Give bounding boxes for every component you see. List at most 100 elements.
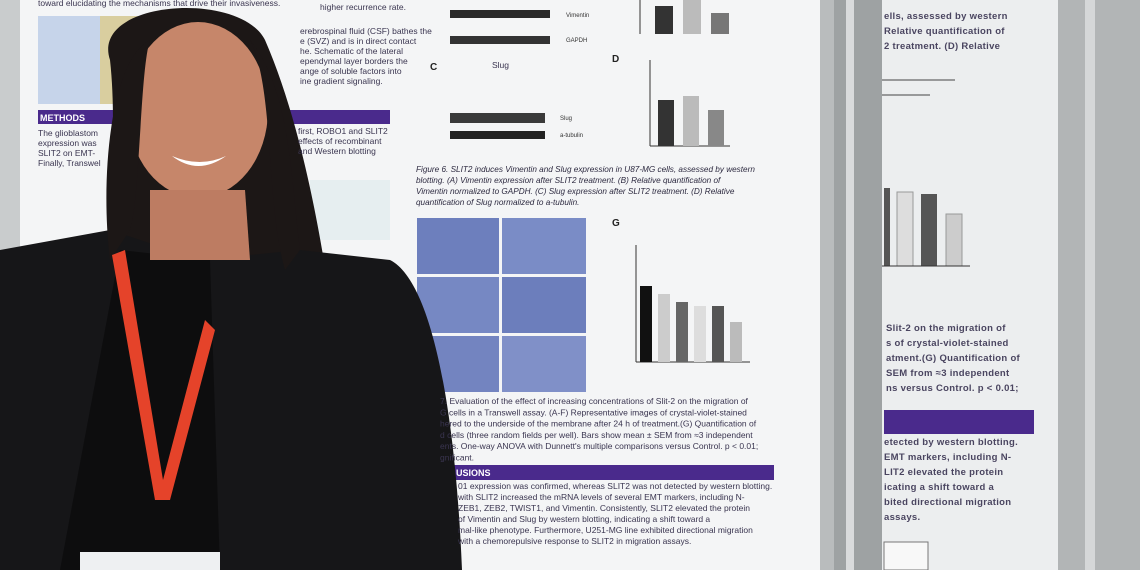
figure-caption: d cells (three random fields per well). … xyxy=(440,430,753,440)
chart-g xyxy=(635,245,750,363)
blot-label: GAPDH xyxy=(566,38,587,44)
person xyxy=(0,8,462,570)
micrograph xyxy=(417,218,499,274)
panel-label: D xyxy=(612,54,619,65)
frame xyxy=(820,0,834,570)
panel-title: Slug xyxy=(492,60,509,70)
micrograph xyxy=(502,336,586,392)
smile xyxy=(172,156,226,166)
chart-d xyxy=(649,60,730,147)
hair-front xyxy=(106,40,150,260)
conclusions-text: ZEB1, ZEB2, TWIST1, and Vimentin. Consis… xyxy=(458,503,750,513)
blot-band xyxy=(450,131,545,139)
poster-text: atment.(G) Quantification of xyxy=(886,353,1021,364)
blot-label: Slug xyxy=(560,116,572,122)
blot-label: a-tubulin xyxy=(560,133,583,139)
intro-text: toward elucidating the mechanisms that d… xyxy=(38,0,280,8)
conclusions-text: 01 expression was confirmed, whereas SLI… xyxy=(458,481,772,491)
bar xyxy=(694,306,706,362)
lanyard xyxy=(112,250,215,500)
bar xyxy=(640,286,652,362)
bar xyxy=(921,194,937,266)
face xyxy=(128,22,268,198)
badge xyxy=(80,552,220,570)
methods-figure xyxy=(310,180,390,240)
poster-text: ns versus Control. p < 0.01; xyxy=(886,383,1019,394)
poster-text: LIT2 elevated the protein xyxy=(884,467,1003,478)
figure-caption: gnificant. xyxy=(440,453,474,463)
poster-text: Relative quantification of xyxy=(884,26,1005,37)
frame-highlight xyxy=(1085,0,1095,570)
section-heading: USIONS xyxy=(456,468,491,478)
bar xyxy=(676,302,688,362)
frame-highlight xyxy=(846,0,854,570)
methods-text: SLIT2 on EMT- xyxy=(38,148,95,158)
conclusions-text: with SLIT2 increased the mRNA levels of … xyxy=(457,492,745,502)
bar xyxy=(896,191,914,267)
poster-text: ells, assessed by western xyxy=(884,11,1008,22)
figure-caption: 7. Evaluation of the effect of increasin… xyxy=(440,396,749,406)
hair-front xyxy=(250,40,300,270)
poster-text: icating a shift toward a xyxy=(884,482,995,493)
poster-text: assays. xyxy=(884,512,920,523)
micrographs xyxy=(417,218,586,392)
section-bar xyxy=(884,410,1034,434)
neck xyxy=(150,190,250,260)
methods-text: Finally, Transwel xyxy=(38,158,101,168)
poster-text: s of crystal-violet-stained xyxy=(886,338,1009,349)
poster-text: 2 treatment. (D) Relative xyxy=(884,41,1000,52)
micrograph xyxy=(502,218,586,274)
conclusions-text: of Vimentin and Slug by western blotting… xyxy=(458,514,710,524)
methods-text: and Western blotting xyxy=(298,146,376,156)
conclusions-text: mal-like phenotype. Furthermore, U251-MG… xyxy=(458,525,753,535)
blot-label: Vimentin xyxy=(566,13,589,19)
figure-caption: blotting. (A) Vimentin expression after … xyxy=(416,176,721,185)
schematic-text: e (SVZ) and is in direct contact xyxy=(300,36,417,46)
poster-text: SEM from ≈3 independent xyxy=(886,368,1010,379)
panel-label: G xyxy=(612,218,620,229)
jacket xyxy=(0,230,462,570)
poster-text: etected by western blotting. xyxy=(884,437,1018,448)
poster-text: Slit-2 on the migration of xyxy=(886,323,1006,334)
panel-label: C xyxy=(430,62,437,73)
poster-text: toward elucidating the mechanisms that d… xyxy=(38,0,1021,546)
blot-band xyxy=(450,36,550,44)
micrograph xyxy=(502,277,586,333)
schematic-text: ine gradient signaling. xyxy=(300,76,383,86)
bar xyxy=(658,100,674,146)
schematic-text: he. Schematic of the lateral xyxy=(300,46,403,56)
section-heading: METHODS xyxy=(40,113,85,123)
blot-band xyxy=(450,113,545,123)
bar xyxy=(683,0,701,34)
bar xyxy=(658,294,670,362)
intro-text: higher recurrence rate. xyxy=(320,2,406,12)
methods-text: The glioblastom xyxy=(38,128,98,138)
chart-b xyxy=(639,0,729,34)
methods-text: effects of recombinant xyxy=(298,136,382,146)
poster-text: EMT markers, including N- xyxy=(884,452,1011,463)
conclusions-bar xyxy=(454,465,774,480)
schematic-text: ange of soluble factors into xyxy=(300,66,402,76)
figure-caption: Vimentin normalized to GAPDH. (C) Slug e… xyxy=(416,187,735,196)
figure-caption: ents. One-way ANOVA with Dunnett's multi… xyxy=(440,441,758,451)
logo-box xyxy=(883,541,929,570)
bar xyxy=(884,188,890,266)
methods-text: expression was xyxy=(38,138,97,148)
bar xyxy=(712,306,724,362)
bar xyxy=(683,96,699,146)
bar xyxy=(945,213,963,267)
conclusions-text: with a chemorepulsive response to SLIT2 … xyxy=(457,536,691,546)
poster-text: bited directional migration xyxy=(884,497,1011,508)
bar xyxy=(730,322,742,362)
blot-band xyxy=(450,10,550,18)
frame-post xyxy=(834,0,882,570)
figure-caption: quantification of Slug normalized to a-t… xyxy=(416,198,579,207)
bar xyxy=(708,110,724,146)
figure-caption: Figure 6. SLIT2 induces Vimentin and Slu… xyxy=(416,165,755,174)
micrograph xyxy=(417,277,499,333)
figure-caption: G cells in a Transwell assay. (A-F) Repr… xyxy=(440,407,747,417)
schematic-text: erebrospinal fluid (CSF) bathes the xyxy=(300,26,432,36)
figure-caption: hered to the underside of the membrane a… xyxy=(440,419,757,429)
bar xyxy=(711,13,729,34)
frame-right xyxy=(1058,0,1140,570)
